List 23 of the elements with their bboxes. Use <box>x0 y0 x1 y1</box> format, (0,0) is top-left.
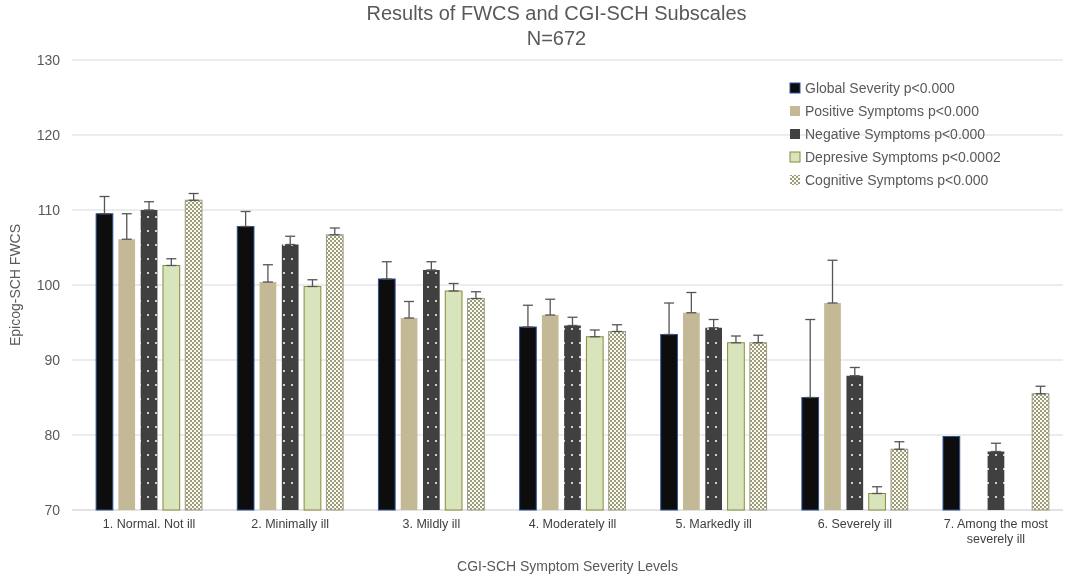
x-tick-label: 6. Severely ill <box>817 517 892 531</box>
legend-label: Negative Symptoms p<0.000 <box>805 125 986 142</box>
x-tick-label: 1. Normal. Not ill <box>102 517 196 531</box>
x-tick-label: 3. Mildly ill <box>402 517 461 531</box>
y-tick-label: 90 <box>44 351 61 368</box>
legend-label: Global Severity p<0.000 <box>805 79 956 96</box>
y-axis-title: Epicog-SCH FWCS <box>7 223 23 347</box>
x-tick-label: 7. Among the most severely ill <box>943 517 1049 546</box>
y-tick-label: 110 <box>37 201 61 218</box>
y-tick-label: 100 <box>36 276 61 293</box>
x-axis-title: CGI-SCH Symptom Severity Levels <box>457 558 678 574</box>
y-tick-label: 80 <box>44 426 61 443</box>
legend-label: Cognitive Symptoms p<0.000 <box>805 171 989 188</box>
legend-label: Positive Symptoms p<0.000 <box>805 102 980 119</box>
x-tick-label: 2. Minimally ill <box>251 517 330 531</box>
legend-label: Depresive Symptoms p<0.0002 <box>805 148 1001 165</box>
x-tick-label: 4. Moderately ill <box>528 517 617 531</box>
chart-subtitle: N=672 <box>526 27 587 49</box>
y-tick-label: 70 <box>44 501 61 518</box>
chart-title: Results of FWCS and CGI-SCH Subscales <box>366 2 747 24</box>
x-tick-label: 5. Markedly ill <box>675 517 752 531</box>
y-tick-label: 130 <box>36 51 61 68</box>
y-tick-label: 120 <box>36 126 61 143</box>
